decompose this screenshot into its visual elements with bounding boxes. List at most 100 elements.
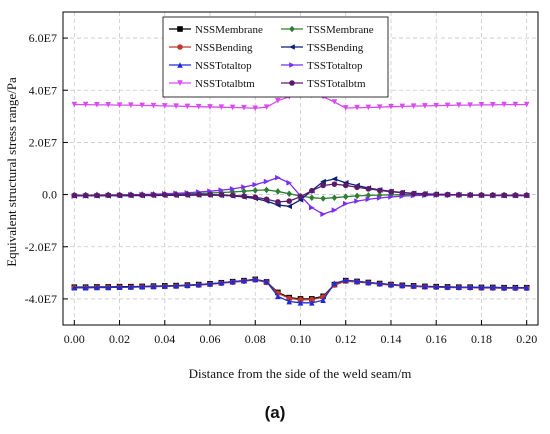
data-point-nsstotaltop — [376, 280, 383, 287]
data-point-tsstotaltop — [241, 184, 247, 190]
data-point-nsstotaltop — [456, 284, 462, 290]
data-point-nsstotalbtm — [388, 103, 394, 110]
data-point-tsstotaltop — [252, 181, 259, 188]
data-point-nsstotaltop — [139, 283, 145, 290]
data-point-tsstotalbtm — [252, 194, 259, 200]
data-point-nssbending — [297, 296, 304, 303]
legend-item-nsstotalbtm: NSSTotalbtm — [169, 78, 255, 90]
legend-marker — [289, 62, 295, 68]
data-point-tssbending — [286, 203, 292, 210]
data-point-nsstotaltop — [320, 297, 326, 304]
data-point-tsstotalbtm — [342, 182, 349, 189]
data-point-nsstotaltop — [467, 284, 473, 290]
data-point-nsstotaltop — [229, 278, 236, 285]
x-tick-label: 0.20 — [516, 332, 537, 346]
data-point-tssmembrane — [309, 194, 315, 202]
x-tick-label: 0.08 — [245, 332, 266, 346]
y-tick-label: 0.0 — [42, 188, 57, 202]
data-point-tssmembrane — [275, 188, 281, 195]
data-point-tsstotaltop — [354, 198, 360, 204]
data-point-nsstotaltop — [263, 278, 270, 285]
data-point-nsstotaltop — [331, 280, 338, 287]
series-nsstotaltop — [71, 276, 530, 306]
y-tick-label: -2.0E7 — [25, 240, 57, 254]
x-tick-label: 0.12 — [335, 332, 356, 346]
data-point-tsstotalbtm — [489, 192, 496, 198]
data-point-nsstotalbtm — [195, 103, 202, 110]
data-point-tssmembrane — [320, 195, 326, 202]
data-point-nsstotalbtm — [229, 104, 236, 111]
data-point-tsstotalbtm — [444, 191, 451, 198]
data-point-tsstotalbtm — [116, 192, 123, 199]
data-point-tssmembrane — [331, 194, 338, 202]
series-tsstotalbtm — [71, 181, 530, 205]
x-axis-title: Distance from the side of the weld seam/… — [189, 366, 412, 381]
legend-marker — [289, 44, 295, 50]
data-point-tsstotalbtm — [184, 191, 191, 198]
legend-label: TSSMembrane — [307, 24, 374, 36]
y-tick-label: -4.0E7 — [25, 292, 57, 306]
legend-label: TSSTotalbtm — [307, 78, 366, 90]
x-tick-label: 0.06 — [200, 332, 221, 346]
data-point-tsstotaltop — [342, 200, 349, 207]
data-point-nsstotaltop — [444, 284, 451, 290]
data-point-nsstotaltop — [410, 283, 417, 289]
data-point-tssmembrane — [286, 190, 292, 198]
data-point-nsstotaltop — [354, 278, 360, 284]
data-point-nsstotalbtm — [354, 104, 360, 111]
y-axis-title: Equivalent structural stress range/Pa — [4, 77, 19, 267]
data-point-nsstotaltop — [94, 284, 100, 291]
data-point-tsstotalbtm — [195, 191, 202, 198]
data-point-nsstotaltop — [71, 284, 78, 291]
x-tick-label: 0.14 — [380, 332, 401, 346]
data-point-tsstotalbtm — [94, 192, 100, 199]
data-point-nsstotalbtm — [150, 102, 157, 109]
data-point-nsstotaltop — [241, 277, 247, 284]
data-point-tsstotalbtm — [354, 184, 360, 191]
data-point-tsstotalbtm — [320, 182, 326, 189]
legend-item-nssmembrane: NSSMembrane — [169, 24, 263, 36]
data-point-tsstotalbtm — [105, 192, 112, 199]
legend-label: NSSBending — [195, 42, 253, 54]
data-point-nsstotalbtm — [342, 105, 349, 111]
data-point-nsstotalbtm — [161, 103, 168, 109]
data-point-nsstotaltop — [195, 281, 202, 288]
figure-caption: (a) — [265, 403, 286, 422]
data-point-tsstotaltop — [263, 178, 270, 185]
legend-marker — [177, 26, 183, 32]
data-point-nssbending — [309, 296, 315, 303]
data-point-nsstotaltop — [489, 284, 496, 291]
data-point-nsstotalbtm — [173, 103, 179, 109]
data-point-nsstotaltop — [252, 276, 259, 283]
data-point-tsstotalbtm — [309, 187, 315, 194]
legend-item-nssbending: NSSBending — [169, 42, 253, 54]
x-tick-label: 0.00 — [64, 332, 85, 346]
data-point-tsstotaltop — [365, 196, 372, 203]
legend-marker — [177, 44, 183, 50]
data-point-tsstotalbtm — [173, 192, 179, 198]
data-point-tsstotalbtm — [456, 192, 462, 198]
x-tick-label: 0.10 — [290, 332, 311, 346]
data-point-tssmembrane — [342, 193, 349, 200]
data-point-tsstotalbtm — [139, 192, 145, 198]
x-tick-label: 0.18 — [471, 332, 492, 346]
data-point-nssbending — [286, 295, 292, 302]
data-point-nsstotalbtm — [410, 103, 417, 109]
data-point-nsstotaltop — [173, 283, 179, 289]
data-point-nsstotalbtm — [444, 102, 451, 109]
data-point-tsstotalbtm — [263, 196, 270, 203]
y-tick-label: 6.0E7 — [29, 31, 57, 45]
legend-box — [162, 16, 389, 98]
data-point-nsstotaltop — [433, 283, 440, 290]
data-point-tsstotaltop — [376, 195, 383, 201]
data-point-tssmembrane — [376, 191, 383, 199]
data-point-nsstotaltop — [184, 282, 191, 289]
data-point-tsstotalbtm — [478, 192, 485, 198]
series-layer — [71, 92, 530, 306]
data-point-tsstotalbtm — [422, 191, 428, 197]
legend-label: NSSTotaltop — [195, 60, 252, 72]
x-tick-label: 0.02 — [109, 332, 130, 346]
data-point-nsstotalbtm — [501, 101, 507, 108]
data-point-tssmembrane — [241, 187, 247, 195]
legend-item-tssbending: TSSBending — [281, 42, 364, 54]
